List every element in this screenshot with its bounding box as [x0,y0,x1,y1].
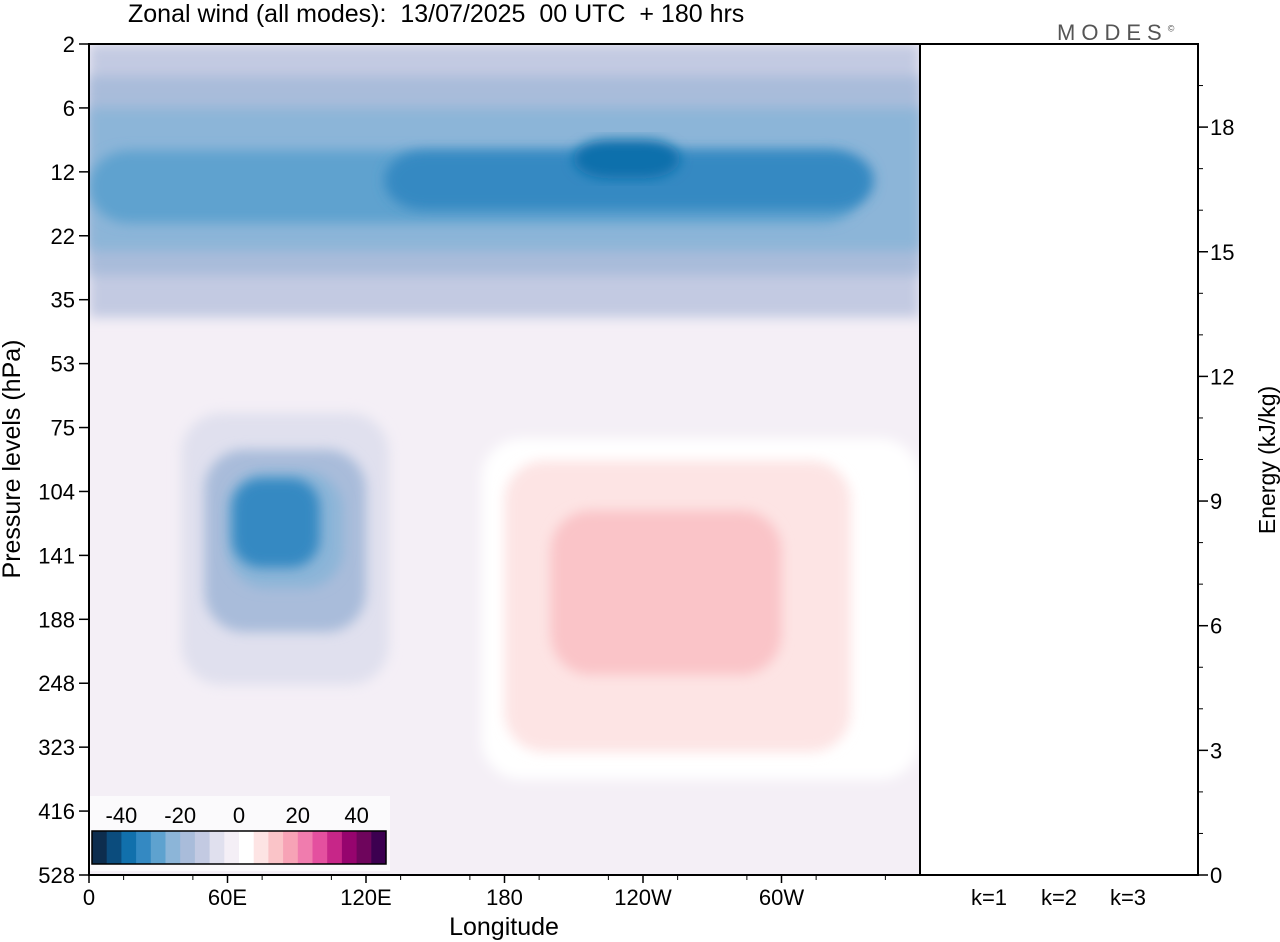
energy-tick-label: 6 [1210,614,1222,639]
energy-tick-label: 9 [1210,489,1222,514]
colorbar-swatch [371,831,387,864]
x-tick-label: 120E [340,885,391,910]
y-tick-label: 528 [38,863,75,888]
colorbar-swatch [297,831,313,864]
colorbar-swatch [312,831,328,864]
y-axis-label: Pressure levels (hPa) [0,340,26,579]
energy-tick-label: 3 [1210,738,1222,763]
colorbar-swatch [92,831,108,864]
colorbar-label: 40 [344,803,368,828]
colorbar-swatch [327,831,343,864]
colorbar-swatch [268,831,284,864]
energy-tick-label: 0 [1210,863,1222,888]
energy-tick-label: 15 [1210,240,1234,265]
colorbar-swatch [180,831,196,864]
y-tick-label: 248 [38,671,75,696]
colorbar-swatch [165,831,181,864]
y-tick-label: 416 [38,799,75,824]
colorbar-legend: -40 -20 0 20 40 [88,796,390,871]
bar-category-label: k=2 [1041,885,1077,910]
logo-text: MODES [1057,20,1168,45]
energy-tick-label: 12 [1210,364,1234,389]
colorbar-label: -20 [164,803,196,828]
bar-category-label: k=3 [1110,885,1146,910]
y-tick-label: 22 [51,224,75,249]
energy-panel-frame [919,43,1199,876]
logo-mark: © [1167,23,1175,34]
y-tick-label: 35 [51,288,75,313]
modes-logo: MODES© [1057,20,1174,46]
colorbar-swatch [106,831,122,864]
x-tick-label: 0 [83,885,95,910]
colorbar-swatch [209,831,225,864]
y-tick-label: 104 [38,479,75,504]
colorbar-label: 20 [286,803,310,828]
heatmap-region [232,478,320,568]
y-tick-label: 53 [51,352,75,377]
colorbar-swatch [150,831,166,864]
energy-tick-label: 18 [1210,115,1234,140]
energy-axis-label: Energy (kJ/kg) [1254,386,1280,534]
y-tick-label: 323 [38,735,75,760]
bar-category-label: k=1 [971,885,1007,910]
colorbar-swatch [341,831,358,864]
x-tick-label: 180 [486,885,523,910]
energy-bars: k=1 k=2 k=3 [966,870,1151,910]
colorbar-swatch [194,831,211,864]
heatmap-plot [89,44,920,875]
colorbar-swatch [224,831,240,864]
chart-title: Zonal wind (all modes): 13/07/2025 00 UT… [128,0,745,28]
heatmap-region [550,510,782,675]
x-axis-label: Longitude [449,913,559,941]
colorbar-label: 0 [233,803,245,828]
colorbar-swatch [121,831,137,864]
heatmap-region [384,150,874,211]
heatmap-region [573,139,680,179]
colorbar-swatch [136,831,152,864]
y-tick-label: 6 [63,96,75,121]
energy-axis: 0 3 6 9 12 15 18 [1198,85,1234,888]
longitude-axis: 0 60E 120E 180 120W 60W [83,875,886,910]
colorbar-swatch [253,831,269,864]
colorbar-swatch [283,831,299,864]
y-tick-label: 188 [38,607,75,632]
colorbar-swatch [356,831,372,864]
y-tick-label: 2 [63,32,75,57]
colorbar-label: -40 [106,803,138,828]
x-tick-label: 60W [759,885,804,910]
y-tick-label: 141 [38,543,75,568]
y-tick-label: 75 [51,416,75,441]
pressure-axis: 2 6 12 22 35 53 75 104 141 188 248 323 416 528 [38,32,89,888]
x-tick-label: 120W [614,885,672,910]
colorbar-frame [91,830,387,865]
y-tick-label: 12 [51,160,75,185]
x-tick-label: 60E [208,885,247,910]
colorbar-swatch [239,831,255,864]
